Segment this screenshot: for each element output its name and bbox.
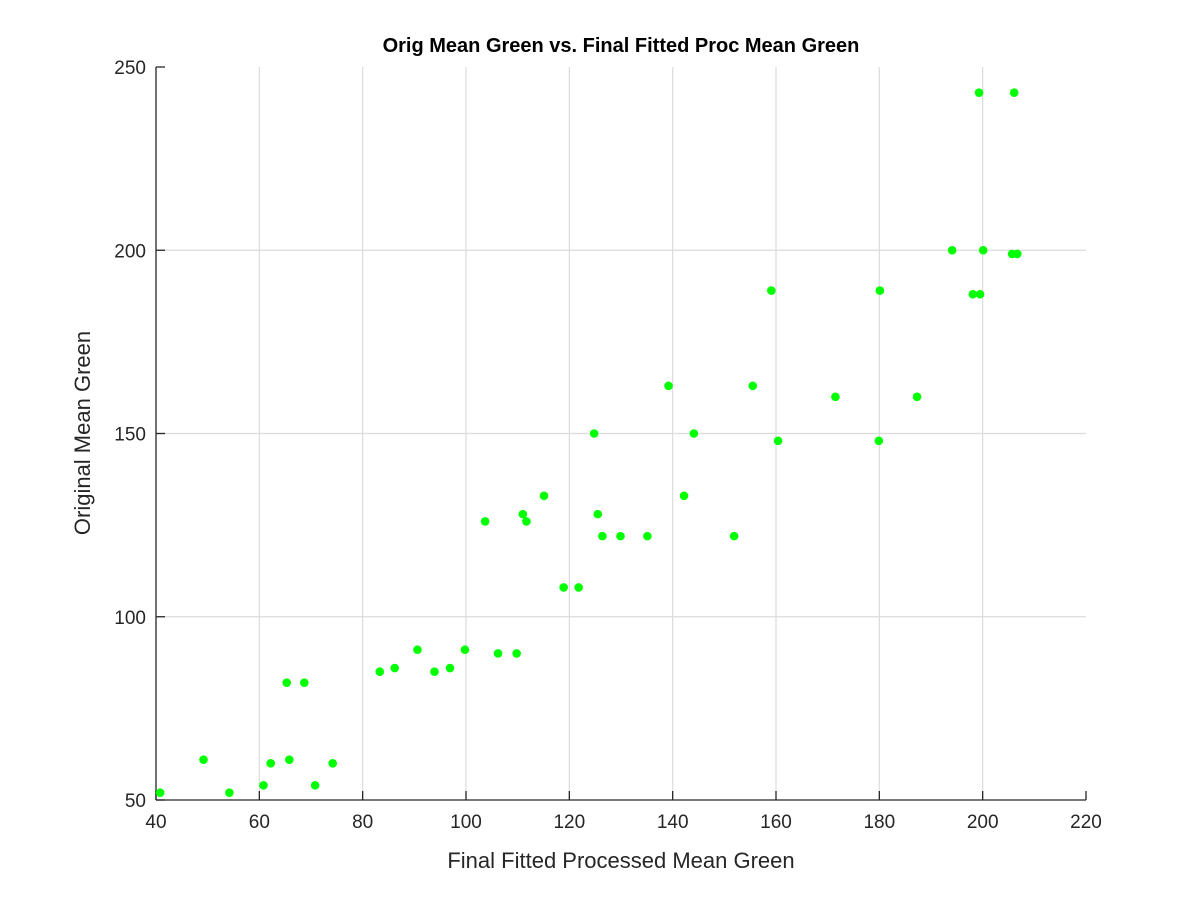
data-point	[689, 429, 699, 438]
x-tick-label: 200	[967, 812, 999, 833]
data-point	[493, 649, 503, 658]
x-tick-label: 100	[450, 812, 482, 833]
data-point	[225, 788, 234, 797]
y-tick-label: 200	[114, 241, 146, 262]
data-point	[729, 531, 739, 541]
data-point	[831, 392, 840, 402]
x-tick-label: 120	[553, 812, 585, 833]
data-point	[328, 759, 338, 768]
data-point	[598, 531, 607, 541]
data-point	[616, 531, 625, 541]
ticks: 40 60 80 100 120 140 160 180 200 220 50 100 150 200 25…	[114, 58, 1102, 833]
x-tick-label: 160	[760, 812, 792, 833]
data-point	[975, 289, 985, 299]
data-point	[912, 392, 922, 402]
data-point	[460, 645, 470, 655]
grid	[156, 67, 1086, 800]
data-point	[1009, 88, 1019, 97]
x-tick-label: 80	[352, 812, 373, 833]
x-tick-label: 220	[1070, 812, 1102, 833]
x-tick-label: 60	[249, 812, 270, 833]
data-point	[593, 509, 603, 519]
data-point	[413, 645, 422, 655]
data-point	[199, 755, 208, 764]
data-point	[978, 245, 988, 255]
data-point	[539, 491, 549, 501]
y-tick-label: 50	[125, 791, 146, 812]
data-point	[679, 491, 689, 501]
data-point	[1012, 249, 1022, 259]
data-point	[643, 531, 652, 541]
data-point	[574, 583, 583, 592]
chart-title: Orig Mean Green vs. Final Fitted Proc Me…	[383, 35, 860, 57]
data-point	[480, 517, 490, 526]
data-point	[968, 289, 978, 299]
data-point	[430, 667, 439, 677]
data-point	[748, 381, 758, 391]
data-point	[947, 245, 957, 255]
data-point	[522, 517, 531, 526]
x-tick-label: 180	[863, 812, 895, 833]
data-point	[390, 663, 400, 673]
data-point	[299, 678, 309, 688]
data-point	[285, 755, 294, 764]
data-point	[589, 429, 599, 438]
data-point	[266, 759, 276, 768]
data-point	[875, 286, 885, 295]
y-tick-label: 250	[114, 58, 146, 79]
x-tick-label: 40	[145, 812, 166, 833]
data-point	[375, 667, 385, 677]
data-point	[874, 436, 884, 446]
data-point	[445, 663, 455, 673]
data-point	[773, 436, 783, 446]
data-point	[282, 678, 292, 688]
y-tick-label: 100	[114, 608, 146, 629]
x-axis-label: Final Fitted Processed Mean Green	[447, 848, 794, 873]
data-point	[974, 88, 984, 97]
data-point	[518, 509, 528, 519]
data-point	[559, 583, 568, 592]
data-point	[155, 788, 165, 797]
y-tick-label: 150	[114, 425, 146, 446]
data-point	[767, 286, 776, 295]
data-points	[155, 88, 1022, 797]
x-tick-label: 140	[657, 812, 689, 833]
data-point	[664, 381, 673, 391]
data-point	[512, 649, 521, 658]
y-axis-label: Original Mean Green	[70, 331, 95, 535]
data-point	[310, 781, 320, 790]
data-point	[259, 781, 268, 790]
